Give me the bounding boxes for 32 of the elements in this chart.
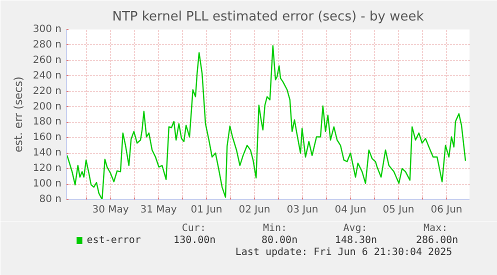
text: Max: xyxy=(424,223,448,234)
x-tick-label: 04 Jun xyxy=(334,204,366,216)
y-tick-label: 200 n xyxy=(32,101,62,112)
legend-label: est-error xyxy=(86,235,141,246)
x-tick-label: 31 May xyxy=(140,204,177,216)
text: 286.00n xyxy=(416,235,458,246)
text: Avg: xyxy=(343,223,368,234)
y-tick-label: 300 n xyxy=(32,24,62,35)
x-tick-label: 30 May xyxy=(92,204,129,216)
text: 148.30n xyxy=(334,235,378,246)
text: 130.00n xyxy=(174,235,216,246)
y-tick-label: 80 n xyxy=(39,194,62,205)
x-tick-label: 02 Jun xyxy=(238,204,270,216)
y-tick-label: 240 n xyxy=(32,70,62,82)
y-tick-label: 180 n xyxy=(32,116,62,128)
x-tick-label: 01 Jun xyxy=(190,204,222,216)
chart-title: NTP kernel PLL estimated error (secs) - by week xyxy=(112,10,424,24)
text: 80.00n xyxy=(261,235,298,246)
y-tick-label: 120 n xyxy=(32,163,62,174)
text: Last update: Fri Jun 6 21:30:04 2025 xyxy=(235,247,452,258)
x-tick-label: 06 Jun xyxy=(430,204,462,216)
x-tick-label: 03 Jun xyxy=(286,204,318,216)
y-tick-label: 260 n xyxy=(32,54,62,66)
y-tick-label: 160 n xyxy=(32,132,62,144)
y-tick-label: 280 n xyxy=(32,39,62,50)
y-axis-title: est. err (secs) xyxy=(12,76,25,152)
y-tick-label: 220 n xyxy=(32,86,62,97)
y-tick-label: 100 n xyxy=(32,178,62,190)
x-tick-label: 05 Jun xyxy=(382,204,414,216)
text: Min: xyxy=(262,223,288,234)
text: Cur: xyxy=(182,223,206,234)
y-tick-label: 140 n xyxy=(32,148,62,159)
